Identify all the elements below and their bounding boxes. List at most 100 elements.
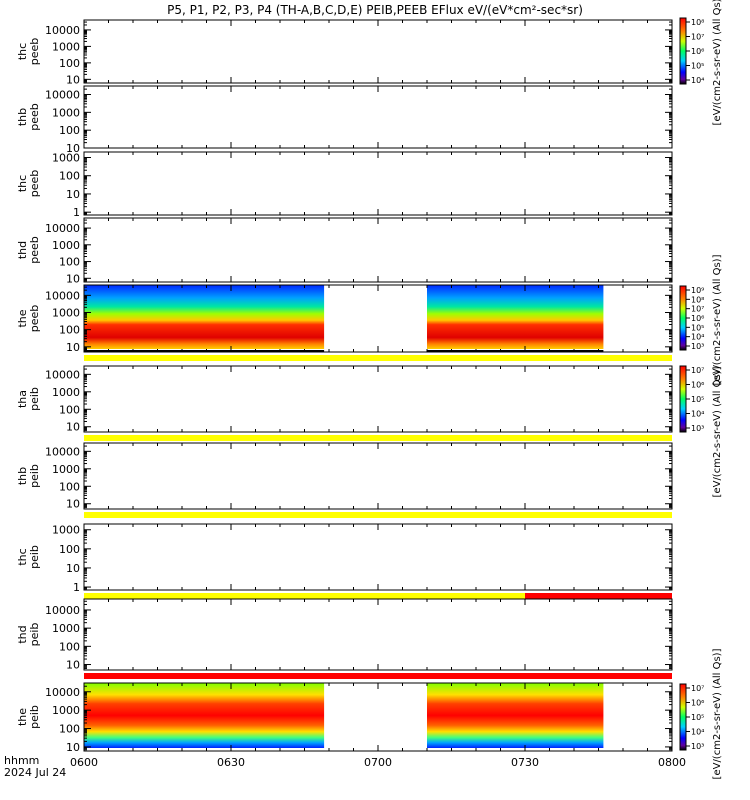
y-tick-label: 10000 xyxy=(45,604,80,617)
probe-label: thc xyxy=(16,175,29,192)
y-tick-label: 10 xyxy=(66,73,80,86)
figure-title: P5, P1, P2, P3, P4 (TH-A,B,C,D,E) PEIB,P… xyxy=(167,3,583,17)
probe-label: thd xyxy=(16,241,29,259)
spectrogram-block xyxy=(427,285,604,349)
x-tick-label: 0700 xyxy=(364,756,392,769)
panel-frame xyxy=(83,598,673,671)
y-tick-label: 10 xyxy=(66,188,80,201)
y-tick-label: 1000 xyxy=(52,622,80,635)
panel-thd-peeb: 10000 1000 100 10 thd peeb xyxy=(16,217,673,285)
colorbar-gradient xyxy=(679,17,687,85)
colorbar-tick-label: 10³ xyxy=(691,424,704,433)
probe-label: the xyxy=(16,309,29,327)
probe-label: thc xyxy=(16,43,29,60)
colorbar-tick-label: 10⁸ xyxy=(691,295,704,304)
time-axis-label: hhmm xyxy=(4,754,39,767)
colorbar-tick-label: 10⁴ xyxy=(691,76,704,85)
product-label: peeb xyxy=(28,305,41,333)
y-tick-label: 1000 xyxy=(52,239,80,252)
panel-frame xyxy=(83,523,673,591)
panel-ylabel: thd peib xyxy=(16,623,41,647)
spectrogram-block xyxy=(84,683,325,748)
y-tick-label: 1000 xyxy=(52,386,80,399)
panel-thb-peeb: 10000 1000 100 10 thb peeb xyxy=(16,85,673,155)
y-tick-label: 10 xyxy=(66,741,80,754)
y-tick-label: 10 xyxy=(66,142,80,155)
flag-bar-yellow xyxy=(84,512,672,518)
product-label: peeb xyxy=(28,38,41,66)
flag-bar-yellow xyxy=(84,355,672,361)
colorbar-units-label: [eV/(cm2-s-sr-eV) (All Qs)] xyxy=(712,648,723,779)
colorbar-tick-label: 10⁹ xyxy=(691,286,704,295)
y-tick-label: 10 xyxy=(66,272,80,285)
colorbar-tick-label: 10⁴ xyxy=(691,728,704,737)
colorbar-tick-label: 10⁴ xyxy=(691,333,704,342)
y-tick-label: 1000 xyxy=(52,106,80,119)
colorbar-units-label: [eV/(cm2-s-sr-eV) (All Qs)] xyxy=(712,366,723,497)
panel-ylabel: the peeb xyxy=(16,305,41,333)
y-tick-label: 1 xyxy=(73,206,80,219)
panel-thc-peeb: 1000 100 10 1 thc peeb xyxy=(16,151,673,219)
y-tick-label: 10 xyxy=(66,659,80,672)
colorbar-tick-label: 10⁷ xyxy=(691,33,704,42)
y-tick-label: 100 xyxy=(59,170,80,183)
y-tick-label: 1000 xyxy=(52,40,80,53)
panel-ylabel: thc peeb xyxy=(16,38,41,66)
colorbar-label: [eV/(cm2-s-sr-eV) (All Qs)] xyxy=(712,0,723,125)
y-tick-label: 10 xyxy=(66,562,80,575)
y-tick-label: 100 xyxy=(59,640,80,653)
panel-thc-peib: 1000 100 10 1 thc peib xyxy=(16,523,673,599)
colorbar-tick-label: 10⁷ xyxy=(691,305,704,314)
y-tick-label: 1000 xyxy=(52,151,80,164)
spectrogram-block xyxy=(427,683,604,748)
y-tick-label: 10000 xyxy=(45,89,80,102)
product-label: peib xyxy=(28,623,41,647)
probe-label: thb xyxy=(16,467,29,485)
panel-thb-peib: 10000 1000 100 10 thb peib xyxy=(16,442,673,518)
y-tick-label: 100 xyxy=(59,124,80,137)
panel-ylabel: thc peeb xyxy=(16,170,41,198)
x-tick-label: 0600 xyxy=(70,756,98,769)
colorbar-tick-label: 10⁶ xyxy=(691,699,704,708)
probe-label: tha xyxy=(16,390,29,408)
colorbar-tick-label: 10⁶ xyxy=(691,314,704,323)
colorbar-label: [eV/(cm2-s-sr-eV) (All Qs)] xyxy=(712,648,723,779)
x-axis: 0600 0630 0700 0730 0800 xyxy=(70,756,686,769)
flag-bar-red xyxy=(525,593,672,599)
y-tick-label: 10000 xyxy=(45,222,80,235)
y-tick-label: 10000 xyxy=(45,686,80,699)
probe-label: thb xyxy=(16,108,29,126)
colorbar-tick-label: 10⁵ xyxy=(691,713,704,722)
colorbar-tick-label: 10⁶ xyxy=(691,47,704,56)
y-tick-label: 1000 xyxy=(52,524,80,537)
panel-frame xyxy=(83,19,673,84)
colorbar: 10⁷ 10⁶ 10⁵ 10⁴ 10³ [eV/(cm2-s-sr-eV) (All Qs… xyxy=(679,648,723,779)
y-tick-label: 10 xyxy=(66,421,80,434)
y-tick-label: 100 xyxy=(59,543,80,556)
product-label: peib xyxy=(28,387,41,411)
colorbar-units-label: [eV/(cm2-s-sr-eV) (All Qs)] xyxy=(712,0,723,125)
y-tick-label: 100 xyxy=(59,723,80,736)
panel-ylabel: thb peeb xyxy=(16,103,41,131)
colorbar-tick-label: 10⁴ xyxy=(691,410,704,419)
panel-frame xyxy=(83,85,673,149)
y-tick-label: 100 xyxy=(59,324,80,337)
y-tick-label: 10000 xyxy=(45,445,80,458)
panel-thc-peeb: 10000 1000 100 10 thc peeb xyxy=(16,19,673,86)
colorbar-tick-label: 10³ xyxy=(691,742,704,751)
panel-frame xyxy=(83,151,673,216)
y-tick-label: 10000 xyxy=(45,289,80,302)
flag-bar-yellow xyxy=(84,593,525,599)
panel-frame xyxy=(83,217,673,283)
panel-ylabel: tha peib xyxy=(16,387,41,411)
panel-the-peeb: 10000 1000 100 10 the peeb xyxy=(16,284,673,361)
date-label: 2024 Jul 24 xyxy=(4,766,66,779)
panel-ylabel: thc peib xyxy=(16,545,41,569)
y-tick-label: 10 xyxy=(66,341,80,354)
x-tick-label: 0630 xyxy=(217,756,245,769)
colorbar-tick-label: 10⁵ xyxy=(691,395,704,404)
colorbar-tick-label: 10⁸ xyxy=(691,18,704,27)
